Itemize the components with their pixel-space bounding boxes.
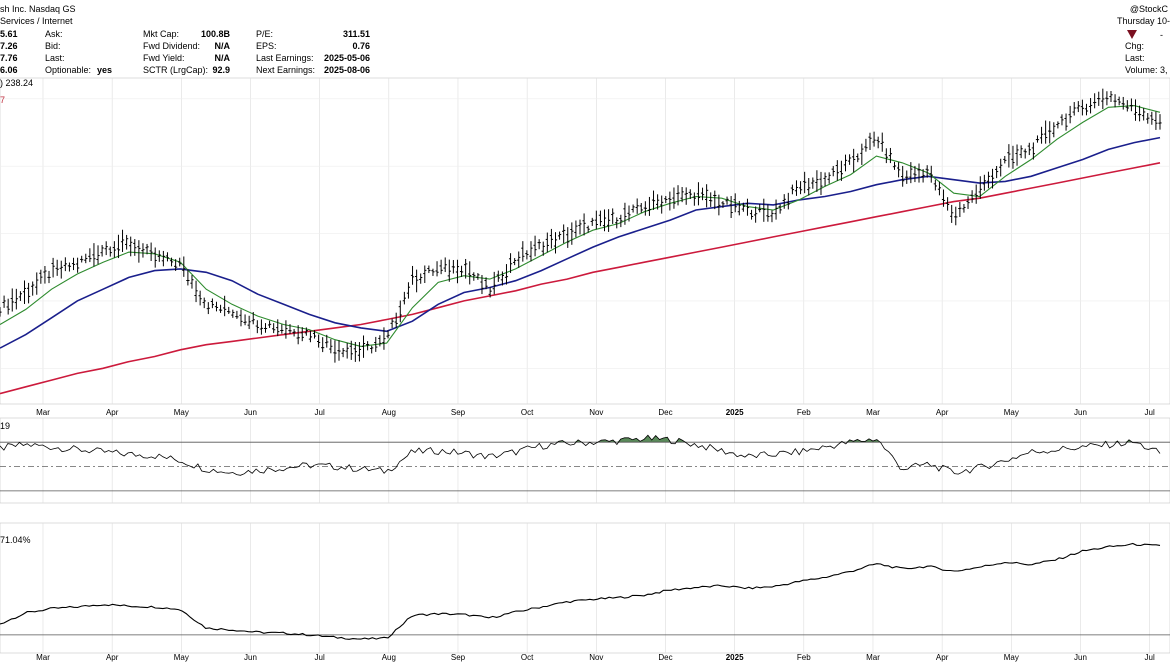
x-tick-label-lower: Oct: [521, 653, 534, 662]
fwd-yield-label: Fwd Yield:: [143, 53, 185, 63]
mkt-cap-label: Mkt Cap:: [143, 29, 180, 39]
x-tick-label-lower: Feb: [797, 653, 811, 662]
sctr-value: 92.9: [212, 65, 230, 75]
watermark: @StockC: [1129, 4, 1168, 14]
bid-label: Bid:: [45, 41, 61, 51]
fwd-yield-value: N/A: [214, 53, 231, 63]
next-earnings-label: Next Earnings:: [256, 65, 316, 75]
x-tick-label-lower: Jul: [315, 653, 325, 662]
x-tick-label-lower: Aug: [382, 653, 396, 662]
next-earnings-value: 2025-08-06: [323, 65, 370, 75]
x-tick-label-lower: Sep: [451, 653, 466, 662]
last-earnings-value: 2025-05-06: [323, 53, 370, 63]
optionable-value: yes: [97, 65, 113, 75]
x-tick-label: Mar: [36, 408, 50, 417]
rsi-overbought-fill: [0, 435, 1160, 443]
eps-label: EPS:: [256, 41, 277, 51]
relative-line: [0, 542, 1161, 640]
fwd-dividend-label: Fwd Dividend:: [143, 41, 201, 51]
x-tick-label: Feb: [797, 408, 811, 417]
x-tick-label: Dec: [658, 408, 672, 417]
sma-mid-line: [0, 136, 1161, 349]
relative-panel-frame: [0, 522, 1170, 654]
x-tick-label: Aug: [382, 408, 396, 417]
eps-value: 0.76: [352, 41, 370, 51]
quote-value-4: 6.06: [0, 65, 18, 75]
rsi-label: 19: [0, 421, 11, 431]
sma-long-line: [0, 162, 1161, 395]
company-name: sh Inc. Nasdaq GS: [0, 4, 76, 14]
volume-label: Volume: 3,: [1125, 65, 1168, 75]
x-tick-label-lower: 2025: [726, 653, 744, 662]
x-tick-label: Apr: [936, 408, 949, 417]
x-tick-label-lower: Dec: [658, 653, 672, 662]
x-tick-label: Nov: [589, 408, 603, 417]
x-tick-label-lower: Apr: [936, 653, 949, 662]
x-tick-label: Sep: [451, 408, 466, 417]
sma-short-line: [0, 105, 1161, 347]
overlay-label: ) 238.24: [0, 78, 34, 88]
last-label-right: Last:: [1125, 53, 1145, 63]
x-tick-label-lower: Nov: [589, 653, 603, 662]
rsi-line: [0, 434, 1161, 476]
mkt-cap-value: 100.8B: [200, 29, 230, 39]
x-tick-label: Apr: [106, 408, 119, 417]
x-tick-label-lower: Mar: [36, 653, 50, 662]
chart-date: Thursday 10-: [1116, 16, 1170, 26]
sector-label: Services / Internet: [0, 16, 73, 26]
relative-label: 71.04%: [0, 535, 31, 545]
x-tick-label-lower: Mar: [866, 653, 880, 662]
x-tick-label: May: [1004, 408, 1019, 417]
x-tick-label: Jul: [315, 408, 325, 417]
overlay-mark: 7: [0, 95, 6, 105]
x-tick-label-lower: Jun: [1074, 653, 1087, 662]
x-tick-label-lower: Jul: [1145, 653, 1155, 662]
x-tick-label: Jun: [1074, 408, 1087, 417]
x-tick-label: Jun: [244, 408, 257, 417]
optionable-label: Optionable:: [45, 65, 92, 75]
chg-label: Chg:: [1125, 41, 1145, 51]
quote-value-2: 7.26: [0, 41, 18, 51]
down-arrow-icon: [1127, 30, 1137, 39]
pe-label: P/E:: [256, 29, 274, 39]
x-tick-label: Jul: [1145, 408, 1155, 417]
x-tick-label-lower: Apr: [106, 653, 119, 662]
x-tick-label: Oct: [521, 408, 534, 417]
x-tick-label-lower: May: [1004, 653, 1019, 662]
last-earnings-label: Last Earnings:: [256, 53, 314, 63]
x-tick-label-lower: Jun: [244, 653, 257, 662]
quote-value-3: 7.76: [0, 53, 18, 63]
last-label: Last:: [45, 53, 65, 63]
fwd-dividend-value: N/A: [214, 41, 231, 51]
x-tick-label: 2025: [726, 408, 744, 417]
rsi-panel-frame: [0, 417, 1170, 504]
pe-value: 311.51: [342, 29, 370, 39]
date-extra: -: [1160, 30, 1163, 40]
x-tick-label-lower: May: [174, 653, 189, 662]
x-tick-label: Mar: [866, 408, 880, 417]
quote-value-1: 5.61: [0, 29, 18, 39]
x-tick-label: May: [174, 408, 189, 417]
price-panel-frame: [0, 77, 1170, 405]
sctr-label: SCTR (LrgCap):: [143, 65, 209, 75]
ask-label: Ask:: [45, 29, 63, 39]
